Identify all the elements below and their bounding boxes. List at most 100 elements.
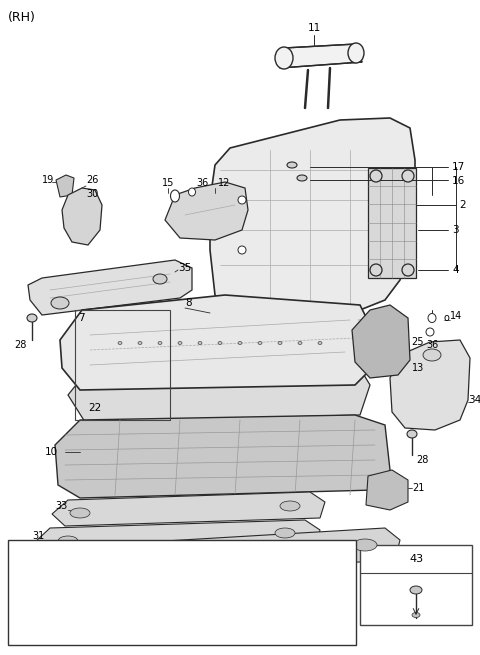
Text: 10: 10 xyxy=(45,447,58,457)
Text: 42: 42 xyxy=(370,347,382,357)
Ellipse shape xyxy=(189,188,195,196)
Text: 43: 43 xyxy=(409,554,423,564)
Text: 22: 22 xyxy=(88,403,101,413)
Text: 3: 3 xyxy=(452,225,458,235)
Ellipse shape xyxy=(153,274,167,284)
Ellipse shape xyxy=(260,583,278,597)
Ellipse shape xyxy=(402,170,414,182)
Text: 2: 2 xyxy=(459,200,466,210)
Text: 32: 32 xyxy=(256,569,268,579)
Text: 31: 31 xyxy=(33,531,45,541)
Ellipse shape xyxy=(412,612,420,618)
Ellipse shape xyxy=(275,47,293,69)
Text: 36: 36 xyxy=(426,340,438,350)
Ellipse shape xyxy=(298,341,302,345)
Text: 26: 26 xyxy=(86,175,98,185)
Ellipse shape xyxy=(238,341,242,345)
Polygon shape xyxy=(352,305,410,378)
Text: 19: 19 xyxy=(42,175,54,185)
Text: 28: 28 xyxy=(14,340,26,350)
Bar xyxy=(360,545,472,625)
Bar xyxy=(8,540,356,645)
Ellipse shape xyxy=(393,354,403,366)
Polygon shape xyxy=(35,520,320,554)
Ellipse shape xyxy=(51,297,69,309)
Text: 17: 17 xyxy=(452,162,465,172)
Ellipse shape xyxy=(118,341,122,345)
Text: 15: 15 xyxy=(162,178,174,188)
Ellipse shape xyxy=(353,539,377,551)
Text: 44: 44 xyxy=(320,551,334,561)
Polygon shape xyxy=(55,415,390,498)
Ellipse shape xyxy=(86,583,104,597)
Ellipse shape xyxy=(202,583,220,597)
Ellipse shape xyxy=(158,341,162,345)
Text: 36: 36 xyxy=(196,178,208,188)
Ellipse shape xyxy=(138,341,142,345)
Polygon shape xyxy=(62,188,102,245)
Ellipse shape xyxy=(318,341,322,345)
Text: 41: 41 xyxy=(262,551,276,561)
Polygon shape xyxy=(132,528,400,574)
Text: 35: 35 xyxy=(178,263,191,273)
Text: 11: 11 xyxy=(307,23,321,33)
Ellipse shape xyxy=(426,328,434,336)
Ellipse shape xyxy=(144,583,162,597)
Polygon shape xyxy=(165,182,248,240)
Ellipse shape xyxy=(275,528,295,538)
Text: 28: 28 xyxy=(416,455,428,465)
Polygon shape xyxy=(280,44,362,68)
Text: 34: 34 xyxy=(468,395,480,405)
Text: 37: 37 xyxy=(30,551,44,561)
Ellipse shape xyxy=(410,586,422,594)
Text: 39: 39 xyxy=(146,551,160,561)
Text: 40: 40 xyxy=(204,551,218,561)
Ellipse shape xyxy=(324,588,330,593)
Ellipse shape xyxy=(28,583,46,597)
Text: 30: 30 xyxy=(86,189,98,199)
Text: 33: 33 xyxy=(56,501,68,511)
Ellipse shape xyxy=(238,196,246,204)
Ellipse shape xyxy=(280,501,300,511)
Polygon shape xyxy=(60,295,375,390)
Polygon shape xyxy=(56,175,74,197)
Text: 13: 13 xyxy=(412,363,424,373)
Ellipse shape xyxy=(218,341,222,345)
Text: 25: 25 xyxy=(412,337,424,347)
Polygon shape xyxy=(366,470,408,510)
Ellipse shape xyxy=(348,43,364,63)
Text: (RH): (RH) xyxy=(8,12,36,24)
Bar xyxy=(368,168,416,278)
Ellipse shape xyxy=(238,246,246,254)
Text: 8: 8 xyxy=(185,298,192,308)
Text: 14: 14 xyxy=(450,311,462,321)
Polygon shape xyxy=(28,260,192,315)
Ellipse shape xyxy=(287,162,297,168)
Text: 4: 4 xyxy=(452,265,458,275)
Ellipse shape xyxy=(258,341,262,345)
Ellipse shape xyxy=(27,314,37,322)
Bar xyxy=(75,310,170,420)
Ellipse shape xyxy=(58,536,78,546)
Ellipse shape xyxy=(178,341,182,345)
Ellipse shape xyxy=(153,552,177,564)
Text: 16: 16 xyxy=(452,176,465,186)
Polygon shape xyxy=(390,340,470,430)
Ellipse shape xyxy=(370,170,382,182)
Ellipse shape xyxy=(70,508,90,518)
Text: 7: 7 xyxy=(78,313,84,323)
Ellipse shape xyxy=(428,314,436,322)
Ellipse shape xyxy=(278,341,282,345)
Ellipse shape xyxy=(370,264,382,276)
Text: 38: 38 xyxy=(88,551,102,561)
Polygon shape xyxy=(210,118,415,315)
Ellipse shape xyxy=(170,190,180,202)
Ellipse shape xyxy=(407,430,417,438)
Polygon shape xyxy=(52,492,325,526)
Text: o: o xyxy=(444,313,450,323)
Ellipse shape xyxy=(198,341,202,345)
Ellipse shape xyxy=(423,349,441,361)
Text: 12: 12 xyxy=(218,178,230,188)
Polygon shape xyxy=(68,360,370,422)
Text: 21: 21 xyxy=(412,483,424,493)
